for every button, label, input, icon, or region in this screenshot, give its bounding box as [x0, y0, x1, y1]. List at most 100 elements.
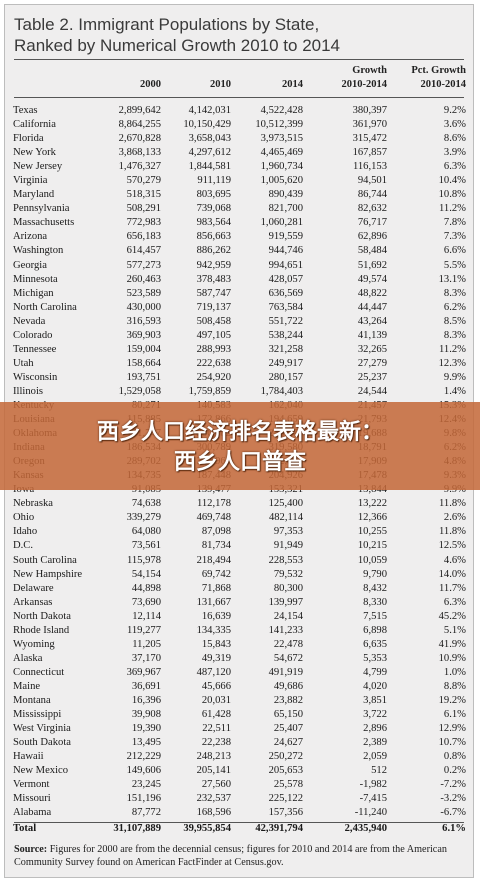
- cell-growth: 10,059: [357, 554, 387, 566]
- table-row: California 8,864,255 10,150,429 10,512,399 3…: [5, 118, 475, 132]
- cell-growth: 27,279: [357, 357, 387, 369]
- cell-value-2000: 158,664: [126, 357, 161, 369]
- cell-value-2014: 944,746: [268, 245, 303, 257]
- cell-growth: 94,501: [357, 175, 387, 187]
- cell-value-2000: 430,000: [126, 301, 161, 313]
- cell-value-2010: 10,150,429: [183, 119, 231, 131]
- cell-state: Total: [13, 823, 37, 835]
- cell-value-2010: 942,959: [196, 259, 231, 271]
- cell-growth: 8,330: [363, 596, 387, 608]
- cell-value-2010: 45,666: [201, 680, 231, 692]
- table-row: Missouri 151,196 232,537 225,122 -7,415 -3.2%: [5, 792, 475, 806]
- table-row: Tennessee 159,004 288,993 321,258 32,265 11.2…: [5, 343, 475, 357]
- header-pct-line2: 2010-2014: [420, 79, 467, 90]
- cell-value-2014: 1,060,281: [260, 217, 303, 229]
- table-row: Massachusetts 772,983 983,564 1,060,281 76,7…: [5, 216, 475, 230]
- table-header: 2000 2010 2014 Growth 2010-2014 Pct. Gro…: [5, 63, 475, 95]
- cell-growth: 82,632: [357, 203, 387, 215]
- cell-value-2000: 73,690: [131, 596, 161, 608]
- table-row: New Hampshire 54,154 69,742 79,532 9,790 14.0…: [5, 568, 475, 582]
- cell-state: Nebraska: [13, 498, 54, 510]
- cell-pct-growth: 11.8%: [439, 526, 466, 538]
- cell-growth: -7,415: [359, 793, 387, 805]
- cell-pct-growth: 12.3%: [438, 357, 466, 369]
- cell-value-2014: 24,627: [273, 737, 303, 749]
- cell-pct-growth: 0.2%: [443, 765, 466, 777]
- cell-value-2014: 482,114: [268, 512, 303, 524]
- cell-value-2010: 886,262: [196, 245, 231, 257]
- table-row: Arizona 656,183 856,663 919,559 62,896 7.3%: [5, 230, 475, 244]
- cell-value-2010: 39,955,854: [183, 823, 231, 835]
- table-row: North Carolina 430,000 719,137 763,584 44,44…: [5, 301, 475, 315]
- cell-value-2000: 159,004: [126, 343, 161, 355]
- table-row: Colorado 369,903 497,105 538,244 41,139 8.3%: [5, 329, 475, 343]
- cell-value-2010: 205,141: [196, 765, 231, 777]
- cell-state: Rhode Island: [13, 624, 70, 636]
- cell-growth: 43,264: [357, 315, 387, 327]
- table-row: Maryland 518,315 803,695 890,439 86,744 10.8%: [5, 188, 475, 202]
- cell-state: New York: [13, 147, 56, 159]
- cell-value-2000: 19,390: [131, 723, 161, 735]
- cell-growth: 5,353: [363, 652, 387, 664]
- cell-growth: 10,255: [357, 526, 387, 538]
- cell-value-2010: 487,120: [196, 666, 231, 678]
- table-row: Virginia 570,279 911,119 1,005,620 94,501 10.…: [5, 174, 475, 188]
- cell-pct-growth: 0.8%: [443, 751, 466, 763]
- cell-value-2000: 39,908: [131, 709, 161, 721]
- cell-value-2000: 149,606: [126, 765, 161, 777]
- cell-pct-growth: 41.9%: [438, 638, 466, 650]
- cell-value-2000: 12,114: [132, 610, 161, 622]
- cell-state: Utah: [13, 357, 34, 369]
- cell-value-2000: 13,495: [131, 737, 161, 749]
- cell-state: Tennessee: [13, 343, 57, 355]
- cell-state: Georgia: [13, 259, 47, 271]
- cell-value-2014: 42,391,794: [255, 823, 303, 835]
- table-row: Washington 614,457 886,262 944,746 58,484 6.6…: [5, 244, 475, 258]
- cell-growth: 6,898: [363, 624, 387, 636]
- table-row: Montana 16,396 20,031 23,882 3,851 19.2%: [5, 694, 475, 708]
- cell-value-2010: 168,596: [196, 807, 231, 819]
- table-row: Illinois 1,529,058 1,759,859 1,784,403 24,54…: [5, 385, 475, 399]
- cell-growth: 7,515: [363, 610, 387, 622]
- cell-value-2010: 16,639: [201, 610, 231, 622]
- cell-value-2000: 212,229: [126, 751, 161, 763]
- cell-value-2000: 73,561: [131, 540, 161, 552]
- cell-value-2014: 25,578: [273, 779, 303, 791]
- cell-state: Texas: [13, 105, 38, 116]
- cell-value-2014: 890,439: [268, 189, 303, 201]
- cell-growth: 32,265: [357, 343, 387, 355]
- cell-value-2000: 2,899,642: [118, 105, 161, 116]
- cell-pct-growth: 14.0%: [438, 568, 466, 580]
- header-growth-line1: Growth: [352, 65, 387, 76]
- banner-text: 西乡人口经济排名表格最新： 西乡人口普查: [0, 418, 480, 478]
- cell-pct-growth: 12.9%: [438, 723, 466, 735]
- cell-growth: 24,544: [357, 385, 387, 397]
- table-row: New Jersey 1,476,327 1,844,581 1,960,734 116…: [5, 160, 475, 174]
- cell-growth: 41,139: [357, 329, 387, 341]
- cell-state: Arizona: [13, 231, 48, 243]
- cell-state: New Hampshire: [13, 568, 83, 580]
- cell-value-2000: 54,154: [131, 568, 161, 580]
- cell-state: New Jersey: [13, 161, 63, 173]
- cell-growth: 2,896: [363, 723, 387, 735]
- cell-growth: 2,059: [363, 751, 387, 763]
- header-2000: 2000: [140, 79, 161, 90]
- cell-value-2010: 856,663: [196, 231, 231, 243]
- table-row: Delaware 44,898 71,868 80,300 8,432 11.7%: [5, 582, 475, 596]
- cell-value-2014: 10,512,399: [255, 119, 303, 131]
- cell-state: Washington: [13, 245, 64, 257]
- cell-value-2000: 1,529,058: [118, 385, 161, 397]
- table-row: West Virginia 19,390 22,511 25,407 2,896 12.9…: [5, 722, 475, 736]
- table-row: Alabama 87,772 168,596 157,356 -11,240 -6.7%: [5, 806, 475, 820]
- cell-value-2010: 288,993: [196, 343, 231, 355]
- cell-pct-growth: 8.3%: [443, 329, 466, 341]
- cell-value-2000: 8,864,255: [118, 119, 161, 131]
- cell-pct-growth: -6.7%: [440, 807, 466, 819]
- cell-growth: 13,222: [357, 498, 387, 510]
- cell-growth: 76,717: [357, 217, 387, 229]
- cell-value-2000: 193,751: [126, 371, 161, 383]
- cell-value-2010: 61,428: [201, 709, 231, 721]
- cell-value-2010: 803,695: [196, 189, 231, 201]
- cell-value-2014: 1,005,620: [260, 175, 303, 187]
- title-line-1: Table 2. Immigrant Populations by State,: [14, 15, 320, 34]
